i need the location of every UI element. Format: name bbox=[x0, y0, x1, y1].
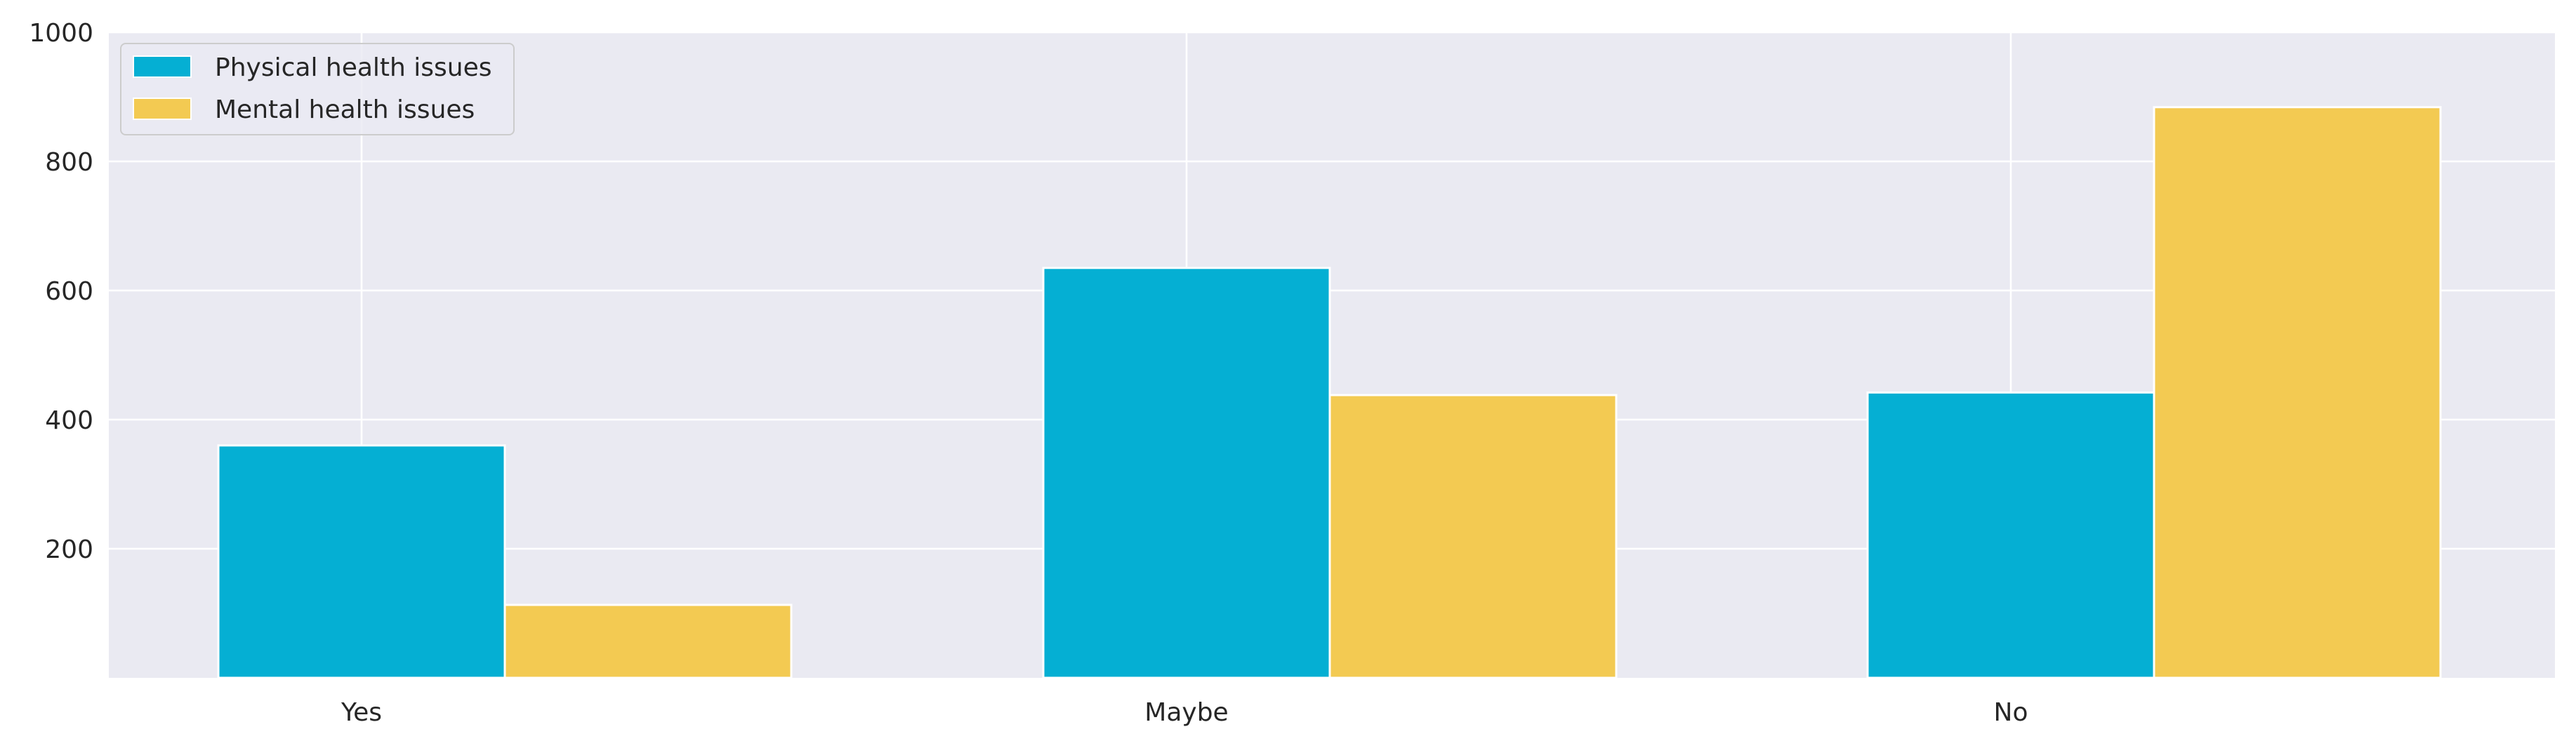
bar-mental-yes bbox=[503, 603, 793, 679]
legend-swatch-physical bbox=[133, 55, 192, 78]
bars bbox=[217, 106, 2442, 679]
legend-label-mental: Mental health issues bbox=[215, 95, 475, 124]
legend-label-physical: Physical health issues bbox=[215, 53, 492, 82]
x-axis-ticks: Yes Maybe No bbox=[341, 698, 2028, 727]
legend: Physical health issues Mental health iss… bbox=[120, 43, 515, 135]
bar-physical-maybe bbox=[1042, 267, 1331, 679]
bar-physical-no bbox=[1866, 391, 2155, 679]
y-tick-label: 600 bbox=[45, 277, 93, 306]
x-tick-label: Maybe bbox=[1144, 698, 1228, 727]
y-tick-label: 400 bbox=[45, 406, 93, 435]
x-tick-label: No bbox=[1994, 698, 2028, 727]
y-tick-label: 200 bbox=[45, 535, 93, 564]
bar-physical-yes bbox=[217, 444, 506, 679]
legend-box bbox=[120, 43, 515, 135]
bar-mental-no bbox=[2153, 106, 2442, 679]
legend-swatch-mental bbox=[133, 98, 192, 120]
y-tick-label: 1000 bbox=[29, 19, 93, 48]
y-tick-label: 800 bbox=[45, 148, 93, 177]
y-axis-ticks: 200 400 600 800 1000 bbox=[29, 19, 93, 564]
x-tick-label: Yes bbox=[341, 698, 382, 727]
bar-mental-maybe bbox=[1328, 394, 1618, 679]
